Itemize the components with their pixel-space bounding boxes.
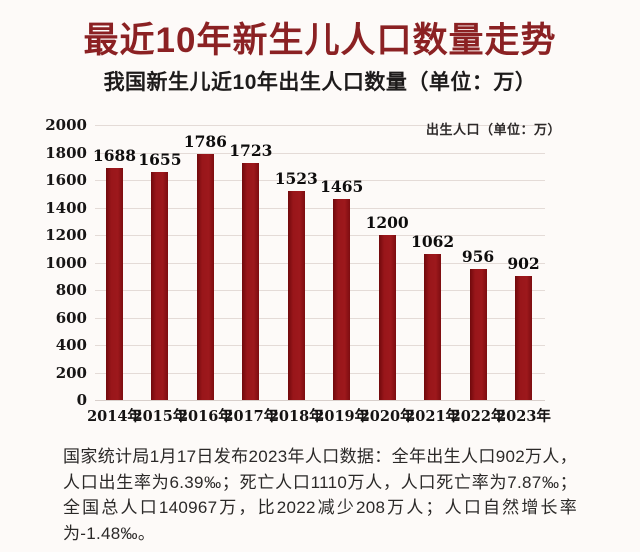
bar-2020年 xyxy=(378,235,396,400)
bar-2017年 xyxy=(242,163,260,400)
bar-value-label: 1723 xyxy=(229,141,273,160)
plot-area xyxy=(95,125,545,401)
gridline xyxy=(95,262,545,264)
y-axis-tick-label: 600 xyxy=(55,308,87,327)
legend: 出生人口（单位：万） xyxy=(426,122,562,137)
y-axis-tick-label: 400 xyxy=(55,336,87,354)
gridline xyxy=(95,372,545,374)
x-axis-tick-label: 2018年 xyxy=(268,408,324,425)
x-axis-tick-label: 2023年 xyxy=(496,408,551,425)
x-axis-tick-label: 2021年 xyxy=(405,408,461,425)
y-axis-tick-label: 1200 xyxy=(45,226,87,244)
bar-value-label: 1465 xyxy=(320,177,364,196)
page-title: 最近10年新生儿人口数量走势 xyxy=(83,21,557,60)
gridline xyxy=(95,317,545,319)
gridline xyxy=(95,207,545,209)
gridline xyxy=(95,235,545,236)
gridline xyxy=(95,152,545,154)
bar-value-label: 1523 xyxy=(274,169,318,188)
bar-2016年 xyxy=(196,154,214,400)
bar-2019年 xyxy=(333,199,351,400)
bar-2014年 xyxy=(106,168,123,400)
bar-value-label: 956 xyxy=(461,247,495,266)
x-axis-tick-label: 2020年 xyxy=(359,408,415,425)
bar-2018年 xyxy=(287,191,305,400)
bar-2022年 xyxy=(469,269,487,400)
x-axis-tick-label: 2022年 xyxy=(450,408,506,425)
bar-2021年 xyxy=(424,254,442,400)
bar-value-label: 1655 xyxy=(138,150,182,169)
y-axis-tick-label: 1600 xyxy=(45,171,87,189)
x-axis-tick-label: 2016年 xyxy=(177,408,233,425)
x-axis-tick-label: 2014年 xyxy=(87,408,142,425)
gridline xyxy=(95,180,545,181)
gridline xyxy=(95,345,545,346)
gridline xyxy=(95,400,545,401)
bar-value-label: 1062 xyxy=(411,232,455,251)
y-axis-tick-label: 800 xyxy=(55,281,87,299)
bar-value-label: 1786 xyxy=(183,132,227,151)
gridline xyxy=(95,125,545,126)
x-axis-tick-label: 2017年 xyxy=(223,408,279,425)
y-axis-tick-label: 0 xyxy=(76,391,87,409)
x-axis-tick-label: 2015年 xyxy=(132,408,188,425)
bar-2015年 xyxy=(151,172,169,400)
y-axis-tick-label: 2000 xyxy=(45,116,87,134)
statistics-note: 国家统计局1月17日发布2023年人口数据：全年出生人口902万人，人口出生率为… xyxy=(63,447,577,543)
bar-2023年 xyxy=(515,276,532,400)
gridline xyxy=(95,290,545,291)
bar-value-label: 1200 xyxy=(365,213,409,232)
bar-value-label: 902 xyxy=(507,254,540,273)
x-axis-tick-label: 2019年 xyxy=(314,408,370,425)
y-axis-tick-label: 1800 xyxy=(45,143,87,162)
chart-title: 我国新生儿近10年出生人口数量（单位：万） xyxy=(103,71,537,94)
y-axis-tick-label: 1000 xyxy=(45,253,87,272)
bar-chart: 0 200 400 600 800 1000 1200 1400 1600 1800 2000 20… xyxy=(45,116,562,425)
bar-value-label: 1688 xyxy=(92,146,137,165)
y-axis-tick-label: 1400 xyxy=(45,198,87,217)
y-axis-tick-label: 200 xyxy=(55,363,87,382)
